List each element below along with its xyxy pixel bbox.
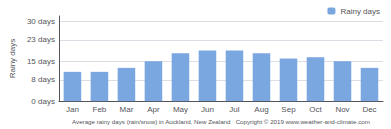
svg-text:Jul: Jul <box>229 105 239 114</box>
svg-text:0 days: 0 days <box>31 97 55 106</box>
svg-text:Aug: Aug <box>254 105 268 114</box>
svg-text:Apr: Apr <box>147 105 160 114</box>
svg-text:30 days: 30 days <box>27 17 55 26</box>
svg-text:Sep: Sep <box>281 105 296 114</box>
svg-text:Jan: Jan <box>66 105 79 114</box>
svg-text:Feb: Feb <box>93 105 107 114</box>
svg-text:8 days: 8 days <box>31 75 55 84</box>
svg-text:Dec: Dec <box>362 105 376 114</box>
svg-text:Rainy days: Rainy days <box>340 7 380 16</box>
svg-text:Oct: Oct <box>309 105 322 114</box>
svg-text:Mar: Mar <box>120 105 134 114</box>
svg-text:23 days: 23 days <box>27 35 55 44</box>
svg-text:May: May <box>173 105 188 114</box>
svg-text:Jun: Jun <box>201 105 214 114</box>
svg-text:Nov: Nov <box>335 105 349 114</box>
svg-text:15 days: 15 days <box>27 57 55 66</box>
svg-text:Average rainy days (rain/snow): Average rainy days (rain/snow) in Auckla… <box>72 118 370 125</box>
svg-text:Rainy days: Rainy days <box>8 39 17 79</box>
